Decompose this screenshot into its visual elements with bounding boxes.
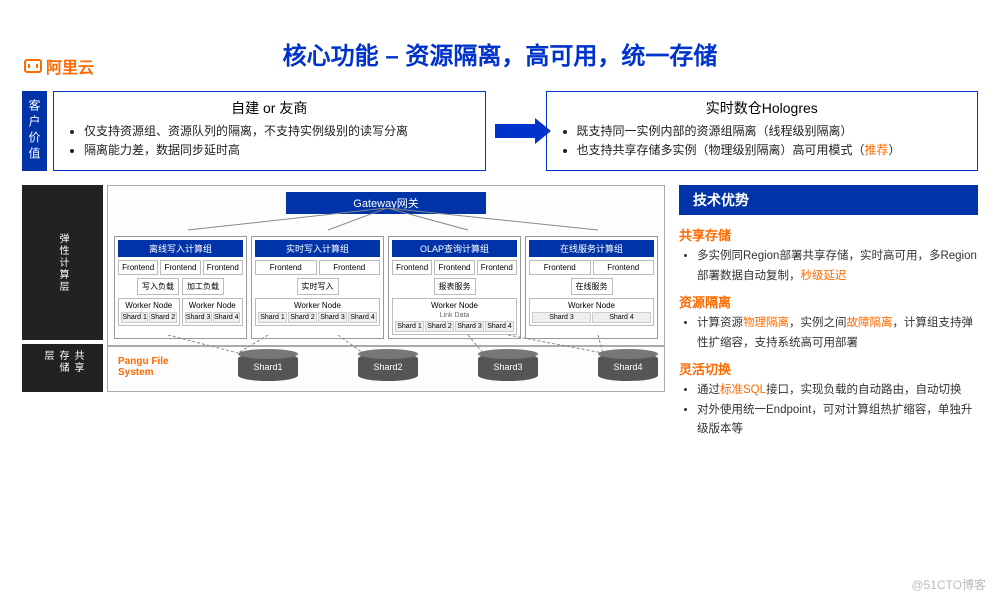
list-item: 对外使用统一Endpoint，可对计算组热扩缩容，单独升级版本等 <box>697 401 978 440</box>
shard-box: Shard 4 <box>485 321 514 332</box>
advantage-list: 计算资源物理隔离，实例之间故障隔离，计算组支持弹性扩缩容，支持系统高可用部署 <box>679 314 978 353</box>
storage-layer: Pangu File System Shard1Shard2Shard3Shar… <box>107 346 665 392</box>
main-row: 弹性计算层 共享存储层 Gateway网关 离线写入计算组FrontendFro… <box>22 185 978 440</box>
brand-text: 阿里云 <box>46 54 94 78</box>
compute-group: OLAP查询计算组FrontendFrontendFrontend报表服务Wor… <box>388 236 521 339</box>
shard-box: Shard 1 <box>395 321 424 332</box>
list-item: 仅支持资源组、资源队列的隔离，不支持实例级别的读写分离 <box>84 122 473 141</box>
frontend-box: Frontend <box>434 260 474 275</box>
shard-box: Shard 2 <box>425 321 454 332</box>
frontend-box: Frontend <box>255 260 317 275</box>
arch-column: 弹性计算层 共享存储层 Gateway网关 离线写入计算组FrontendFro… <box>22 185 665 392</box>
competitor-title: 自建 or 友商 <box>66 98 473 118</box>
shard-box: Shard 4 <box>592 312 651 323</box>
shard-box: Shard 3 <box>532 312 591 323</box>
list-item: 通过标准SQL接口，实现负载的自动路由，自动切换 <box>697 381 978 401</box>
shard-cylinder: Shard3 <box>478 353 538 381</box>
compute-vlabel: 弹性计算层 <box>22 185 103 340</box>
shard-box: Shard 2 <box>288 312 317 323</box>
gateway: Gateway网关 <box>286 192 486 214</box>
compute-group: 在线服务计算组 FrontendFrontend 在线服务 Worker NodeSh… <box>525 236 658 339</box>
shard-box: Shard 3 <box>318 312 347 323</box>
advantage-title: 灵活切换 <box>679 359 978 378</box>
frontend-box: Frontend <box>118 260 158 275</box>
compute-groups: 离线写入计算组FrontendFrontendFrontend写入负载加工负载W… <box>114 236 658 339</box>
shard-box: Shard 2 <box>149 312 176 323</box>
compute-group: 离线写入计算组FrontendFrontendFrontend写入负载加工负载W… <box>114 236 247 339</box>
logo: 阿里云 <box>24 54 94 78</box>
worker-node: Worker NodeShard 1Shard 2Shard 3Shard 4 <box>255 298 380 326</box>
shard-box: Shard 3 <box>185 312 212 323</box>
value-row: 客户价值 自建 or 友商 仅支持资源组、资源队列的隔离，不支持实例级别的读写分… <box>22 91 978 171</box>
group-title: OLAP查询计算组 <box>392 240 517 257</box>
compute-group: 实时写入计算组 FrontendFrontend 实时写入 Worker NodeSh… <box>251 236 384 339</box>
hologres-title: 实时数仓Hologres <box>559 98 966 118</box>
pangu-label: Pangu File System <box>118 356 206 378</box>
worker-node: Worker NodeShard 1Shard 2 <box>118 298 180 326</box>
list-item: 隔离能力差，数据同步延时高 <box>84 141 473 160</box>
shard-cylinder: Shard2 <box>358 353 418 381</box>
workload-box: 实时写入 <box>297 278 339 295</box>
shard-cylinder: Shard1 <box>238 353 298 381</box>
group-title: 离线写入计算组 <box>118 240 243 257</box>
arch-diagram: Gateway网关 离线写入计算组FrontendFrontendFronten… <box>107 185 665 346</box>
worker-node: Worker NodeShard 3Shard 4 <box>529 298 654 326</box>
workload-box: 写入负载 <box>137 278 179 295</box>
workload-box: 加工负载 <box>182 278 224 295</box>
watermark: @51CTO博客 <box>911 576 986 593</box>
list-item: 计算资源物理隔离，实例之间故障隔离，计算组支持弹性扩缩容，支持系统高可用部署 <box>697 314 978 353</box>
storage-vlabel: 共享存储层 <box>22 344 103 392</box>
tech-header: 技术优势 <box>679 185 978 215</box>
advantage-title: 资源隔离 <box>679 292 978 311</box>
shard-box: Shard 4 <box>213 312 240 323</box>
workload-box: 报表服务 <box>434 278 476 295</box>
competitor-list: 仅支持资源组、资源队列的隔离，不支持实例级别的读写分离隔离能力差，数据同步延时高 <box>66 122 473 160</box>
frontend-box: Frontend <box>392 260 432 275</box>
shard-box: Shard 1 <box>258 312 287 323</box>
value-vlabel: 客户价值 <box>22 91 47 171</box>
group-title: 实时写入计算组 <box>255 240 380 257</box>
workload-box: 在线服务 <box>571 278 613 295</box>
frontend-box: Frontend <box>593 260 655 275</box>
advantage-list: 通过标准SQL接口，实现负载的自动路由，自动切换对外使用统一Endpoint，可… <box>679 381 978 440</box>
frontend-box: Frontend <box>319 260 381 275</box>
group-title: 在线服务计算组 <box>529 240 654 257</box>
tech-sections: 共享存储多实例同Region部署共享存储，实时高可用，多Region部署数据自动… <box>679 225 978 440</box>
frontend-box: Frontend <box>477 260 517 275</box>
hologres-list: 既支持同一实例内部的资源组隔离（线程级别隔离）也支持共享存储多实例（物理级别隔离… <box>559 122 966 160</box>
list-item: 也支持共享存储多实例（物理级别隔离）高可用模式（推荐） <box>577 141 966 160</box>
tech-column: 技术优势 共享存储多实例同Region部署共享存储，实时高可用，多Region部… <box>679 185 978 440</box>
arrow <box>486 91 546 171</box>
shard-box: Shard 3 <box>455 321 484 332</box>
advantage-list: 多实例同Region部署共享存储，实时高可用，多Region部署数据自动复制，秒… <box>679 247 978 286</box>
shard-cylinder: Shard4 <box>598 353 658 381</box>
worker-node: Worker NodeShard 3Shard 4 <box>182 298 244 326</box>
page-title: 核心功能 – 资源隔离，高可用，统一存储 <box>0 36 1000 71</box>
worker-node: Worker NodeLink DataShard 1Shard 2Shard … <box>392 298 517 335</box>
competitor-box: 自建 or 友商 仅支持资源组、资源队列的隔离，不支持实例级别的读写分离隔离能力… <box>53 91 486 171</box>
frontend-box: Frontend <box>160 260 200 275</box>
hologres-box: 实时数仓Hologres 既支持同一实例内部的资源组隔离（线程级别隔离）也支持共… <box>546 91 979 171</box>
advantage-title: 共享存储 <box>679 225 978 244</box>
list-item: 多实例同Region部署共享存储，实时高可用，多Region部署数据自动复制，秒… <box>697 247 978 286</box>
frontend-box: Frontend <box>529 260 591 275</box>
logo-icon <box>24 59 42 73</box>
arrow-icon <box>495 124 537 138</box>
shard-box: Shard 1 <box>121 312 148 323</box>
list-item: 既支持同一实例内部的资源组隔离（线程级别隔离） <box>577 122 966 141</box>
shard-cylinders: Shard1 Shard2 Shard3 Shard4 <box>238 353 658 381</box>
frontend-box: Frontend <box>203 260 243 275</box>
shard-box: Shard 4 <box>348 312 377 323</box>
